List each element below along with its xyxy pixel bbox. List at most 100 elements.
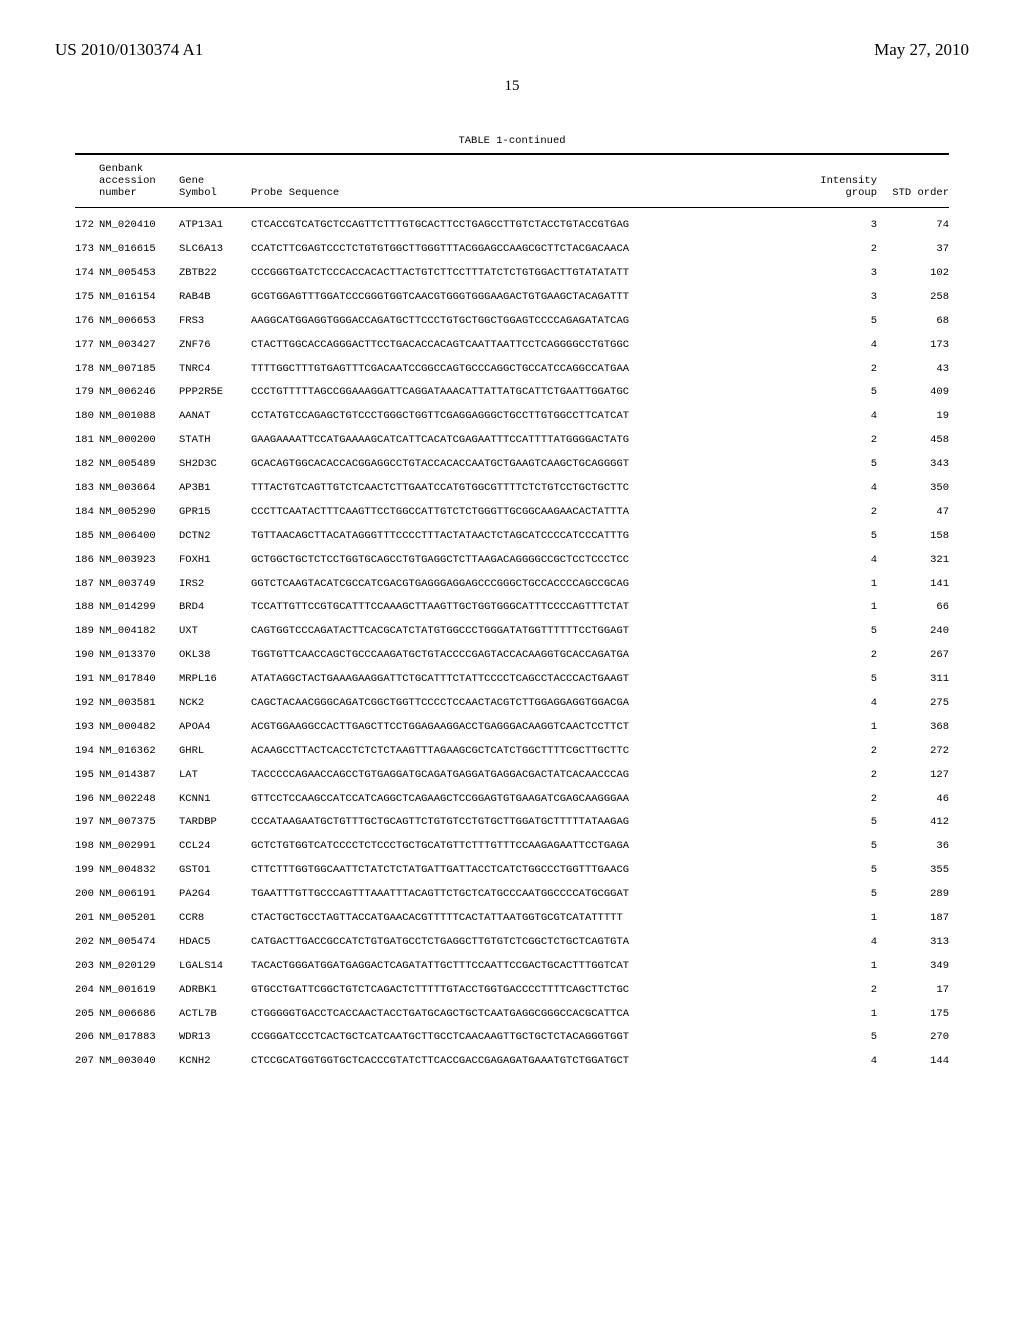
row-accession: NM_000482 — [99, 722, 179, 733]
row-symbol: PPP2R5E — [179, 387, 243, 398]
table-row: 187NM_003749IRS2GGTCTCAAGTACATCGCCATCGAC… — [75, 579, 949, 590]
row-std-order: 258 — [877, 292, 949, 303]
row-intensity-group: 2 — [805, 746, 877, 757]
table-title: TABLE 1-continued — [75, 135, 949, 147]
row-sequence: CCCGGGTGATCTCCCACCACACTTACTGTCTTCCTTTATC… — [243, 268, 805, 279]
row-std-order: 175 — [877, 1009, 949, 1020]
row-symbol: HDAC5 — [179, 937, 243, 948]
row-sequence: CTTCTTTGGTGGCAATTCTATCTCTATGATTGATTACCTC… — [243, 865, 805, 876]
row-std-order: 313 — [877, 937, 949, 948]
table-row: 198NM_002991CCL24GCTCTGTGGTCATCCCCTCTCCC… — [75, 841, 949, 852]
row-intensity-group: 5 — [805, 865, 877, 876]
row-index: 183 — [75, 483, 99, 494]
row-symbol: KCNN1 — [179, 794, 243, 805]
row-sequence: CATGACTTGACCGCCATCTGTGATGCCTCTGAGGCTTGTG… — [243, 937, 805, 948]
col-header-probe: Probe Sequence — [251, 187, 339, 199]
row-symbol: AANAT — [179, 411, 243, 422]
row-std-order: 311 — [877, 674, 949, 685]
row-intensity-group: 2 — [805, 435, 877, 446]
row-index: 198 — [75, 841, 99, 852]
table-row: 201NM_005201CCR8CTACTGCTGCCTAGTTACCATGAA… — [75, 913, 949, 924]
row-symbol: TARDBP — [179, 817, 243, 828]
row-sequence: ACGTGGAAGGCCACTTGAGCTTCCTGGAGAAGGACCTGAG… — [243, 722, 805, 733]
row-std-order: 409 — [877, 387, 949, 398]
row-sequence: GCTCTGTGGTCATCCCCTCTCCCTGCTGCATGTTCTTTGT… — [243, 841, 805, 852]
table-body: 172NM_020410ATP13A1CTCACCGTCATGCTCCAGTTC… — [75, 208, 949, 1067]
row-symbol: SLC6A13 — [179, 244, 243, 255]
row-std-order: 43 — [877, 364, 949, 375]
row-accession: NM_014387 — [99, 770, 179, 781]
row-intensity-group: 2 — [805, 650, 877, 661]
row-accession: NM_005474 — [99, 937, 179, 948]
row-accession: NM_005201 — [99, 913, 179, 924]
table-row: 195NM_014387LATTACCCCCAGAACCAGCCTGTGAGGA… — [75, 770, 949, 781]
row-symbol: UXT — [179, 626, 243, 637]
row-sequence: CCCTTCAATACTTTCAAGTTCCTGGCCATTGTCTCTGGGT… — [243, 507, 805, 518]
row-std-order: 275 — [877, 698, 949, 709]
row-accession: NM_020129 — [99, 961, 179, 972]
row-symbol: SH2D3C — [179, 459, 243, 470]
table-row: 207NM_003040KCNH2CTCCGCATGGTGGTGCTCACCCG… — [75, 1056, 949, 1067]
row-std-order: 458 — [877, 435, 949, 446]
row-index: 195 — [75, 770, 99, 781]
table-row: 177NM_003427ZNF76CTACTTGGCACCAGGGACTTCCT… — [75, 340, 949, 351]
row-symbol: DCTN2 — [179, 531, 243, 542]
row-index: 192 — [75, 698, 99, 709]
row-accession: NM_001088 — [99, 411, 179, 422]
row-intensity-group: 2 — [805, 244, 877, 255]
table-row: 197NM_007375TARDBPCCCATAAGAATGCTGTTTGCTG… — [75, 817, 949, 828]
row-symbol: OKL38 — [179, 650, 243, 661]
row-std-order: 349 — [877, 961, 949, 972]
row-intensity-group: 4 — [805, 340, 877, 351]
row-std-order: 37 — [877, 244, 949, 255]
table-header-row: Genbank accession number Gene Symbol Pro… — [75, 155, 949, 208]
row-index: 202 — [75, 937, 99, 948]
table-row: 206NM_017883WDR13CCGGGATCCCTCACTGCTCATCA… — [75, 1032, 949, 1043]
table-row: 174NM_005453ZBTB22CCCGGGTGATCTCCCACCACAC… — [75, 268, 949, 279]
row-intensity-group: 4 — [805, 483, 877, 494]
row-index: 193 — [75, 722, 99, 733]
row-intensity-group: 5 — [805, 626, 877, 637]
row-sequence: CCATCTTCGAGTCCCTCTGTGTGGCTTGGGTTTACGGAGC… — [243, 244, 805, 255]
row-sequence: TCCATTGTTCCGTGCATTTCCAAAGCTTAAGTTGCTGGTG… — [243, 602, 805, 613]
row-std-order: 270 — [877, 1032, 949, 1043]
table-row: 184NM_005290GPR15CCCTTCAATACTTTCAAGTTCCT… — [75, 507, 949, 518]
row-intensity-group: 4 — [805, 937, 877, 948]
row-symbol: FRS3 — [179, 316, 243, 327]
row-accession: NM_002991 — [99, 841, 179, 852]
row-symbol: GHRL — [179, 746, 243, 757]
row-sequence: TACCCCCAGAACCAGCCTGTGAGGATGCAGATGAGGATGA… — [243, 770, 805, 781]
row-index: 191 — [75, 674, 99, 685]
row-symbol: MRPL16 — [179, 674, 243, 685]
col-header-accession-3: number — [99, 187, 179, 199]
row-symbol: CCL24 — [179, 841, 243, 852]
table-row: 193NM_000482APOA4ACGTGGAAGGCCACTTGAGCTTC… — [75, 722, 949, 733]
row-intensity-group: 5 — [805, 1032, 877, 1043]
row-std-order: 350 — [877, 483, 949, 494]
row-sequence: GTGCCTGATTCGGCTGTCTCAGACTCTTTTTGTACCTGGT… — [243, 985, 805, 996]
row-sequence: TTTTGGCTTTGTGAGTTTCGACAATCCGGCCAGTGCCCAG… — [243, 364, 805, 375]
publication-number: US 2010/0130374 A1 — [55, 40, 203, 60]
row-symbol: ZBTB22 — [179, 268, 243, 279]
row-std-order: 412 — [877, 817, 949, 828]
row-accession: NM_017883 — [99, 1032, 179, 1043]
row-sequence: GCGTGGAGTTTGGATCCCGGGTGGTCAACGTGGGTGGGAA… — [243, 292, 805, 303]
row-intensity-group: 5 — [805, 387, 877, 398]
row-index: 205 — [75, 1009, 99, 1020]
row-sequence: GCTGGCTGCTCTCCTGGTGCAGCCTGTGAGGCTCTTAAGA… — [243, 555, 805, 566]
table-row: 203NM_020129LGALS14TACACTGGGATGGATGAGGAC… — [75, 961, 949, 972]
page-number: 15 — [0, 78, 1024, 95]
row-std-order: 368 — [877, 722, 949, 733]
table-row: 186NM_003923FOXH1GCTGGCTGCTCTCCTGGTGCAGC… — [75, 555, 949, 566]
table-row: 199NM_004832GSTO1CTTCTTTGGTGGCAATTCTATCT… — [75, 865, 949, 876]
row-intensity-group: 1 — [805, 913, 877, 924]
table-row: 205NM_006686ACTL7BCTGGGGGTGACCTCACCAACTA… — [75, 1009, 949, 1020]
row-accession: NM_002248 — [99, 794, 179, 805]
row-accession: NM_016154 — [99, 292, 179, 303]
row-intensity-group: 5 — [805, 459, 877, 470]
row-accession: NM_003040 — [99, 1056, 179, 1067]
row-index: 178 — [75, 364, 99, 375]
row-std-order: 240 — [877, 626, 949, 637]
row-std-order: 68 — [877, 316, 949, 327]
col-header-intensity-2: group — [845, 187, 877, 199]
